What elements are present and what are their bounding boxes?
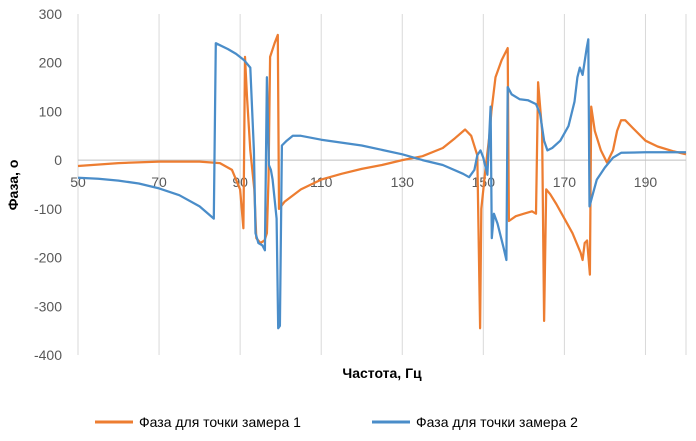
y-tick-label-7: -400 [34,347,62,363]
y-axis-title: Фаза, о [5,160,21,211]
series-line-1 [77,33,687,330]
legend-label-series-2: Фаза для точки замера 2 [416,414,578,430]
y-tick-label-3: 0 [54,152,62,168]
y-tick-label-6: -300 [34,298,62,314]
y-tick-label-2: 100 [39,103,63,119]
y-tick-label-4: -100 [34,201,62,217]
x-tick-label-4: 130 [391,174,415,190]
x-tick-label-0: 50 [70,174,86,190]
y-tick-label-1: 200 [39,55,63,71]
y-tick-label-5: -200 [34,250,62,266]
legend: Фаза для точки замера 1 Фаза для точки з… [95,414,578,430]
legend-label-series-1: Фаза для точки замера 1 [139,414,301,430]
series-lines [77,33,687,330]
x-axis-title: Частота, Гц [342,365,422,381]
x-tick-label-1: 70 [151,174,167,190]
series-line-2 [77,38,686,330]
y-tick-label-0: 300 [39,6,63,22]
y-axis-ticks: 300 200 100 0 -100 -200 -300 -400 [34,6,62,363]
x-tick-label-6: 170 [553,174,577,190]
x-tick-label-7: 190 [634,174,658,190]
